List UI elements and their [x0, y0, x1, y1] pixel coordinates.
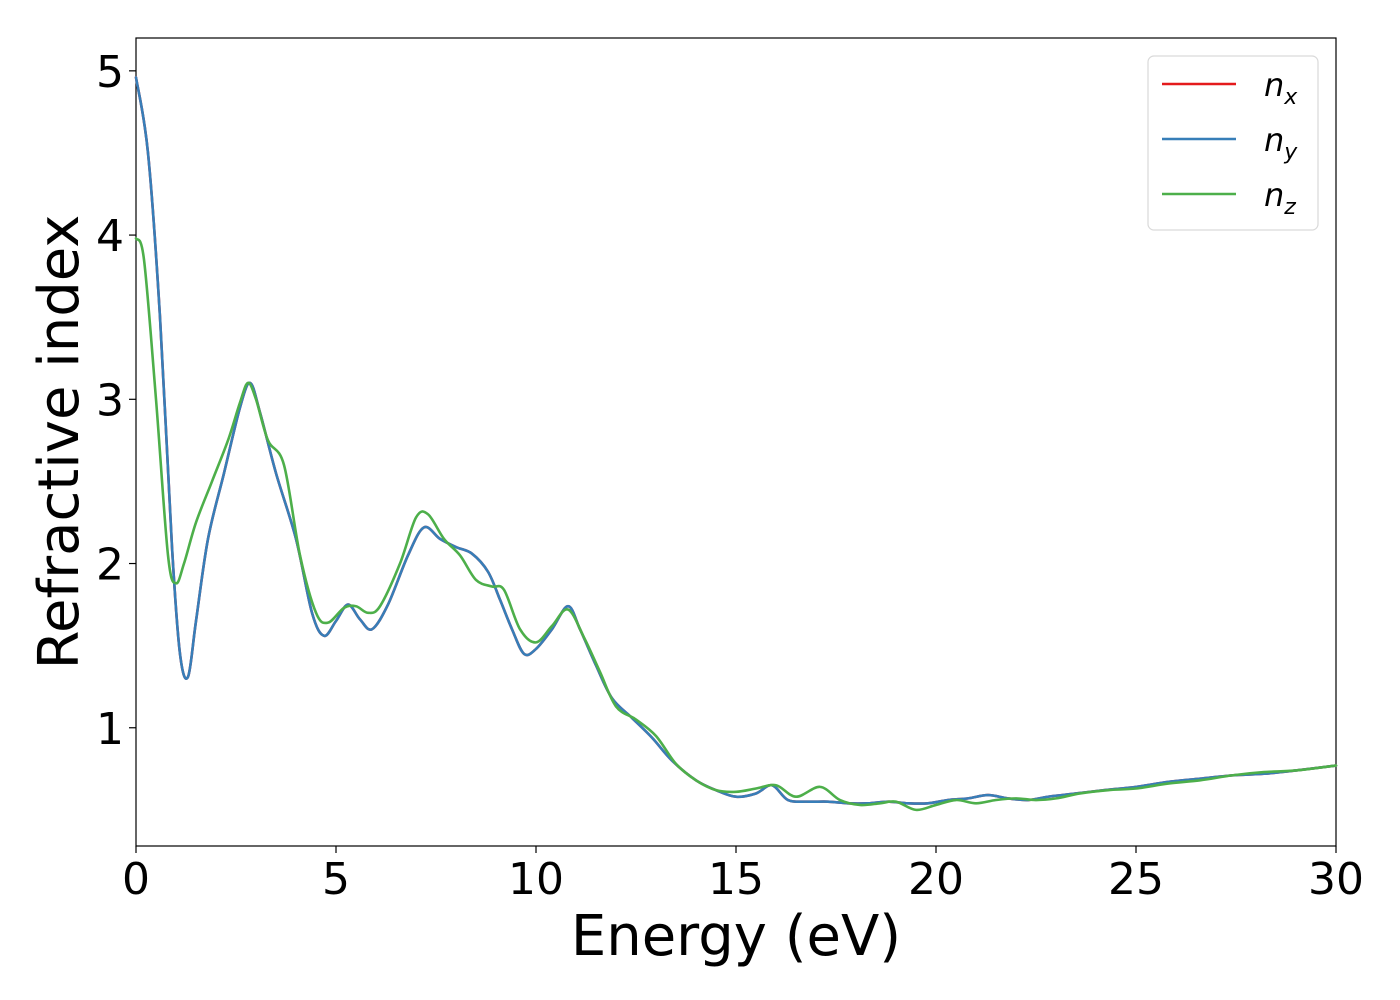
series-group [134, 76, 1338, 812]
x-tick-label: 25 [1108, 854, 1164, 905]
x-tick-label: 20 [908, 854, 964, 905]
series-line-nz [134, 237, 1338, 812]
x-tick-label: 0 [122, 854, 150, 905]
plot-frame [135, 37, 1337, 847]
x-tick-label: 15 [708, 854, 764, 905]
legend-box [1147, 55, 1319, 231]
x-tick-label: 10 [508, 854, 564, 905]
legend-label-ny: ny [1264, 121, 1298, 165]
y-tick-label: 4 [96, 211, 124, 262]
y-tick-label: 1 [96, 704, 124, 755]
y-tick-label: 2 [96, 540, 124, 591]
x-tick-label: 5 [322, 854, 350, 905]
y-tick-label: 5 [96, 47, 124, 98]
legend: nx ny nz [1147, 55, 1319, 231]
x-axis-label: Energy (eV) [571, 904, 901, 969]
x-tick-label: 30 [1308, 854, 1364, 905]
legend-label-nz: nz [1264, 176, 1296, 220]
plot-area [134, 37, 1338, 847]
y-axis-ticks: 1 2 3 4 5 [96, 47, 136, 755]
y-tick-label: 3 [96, 375, 124, 426]
legend-label-nx: nx [1264, 66, 1298, 110]
x-axis-ticks: 0 5 10 15 20 25 30 [122, 846, 1364, 905]
y-axis-label: Refractive index [27, 215, 92, 670]
